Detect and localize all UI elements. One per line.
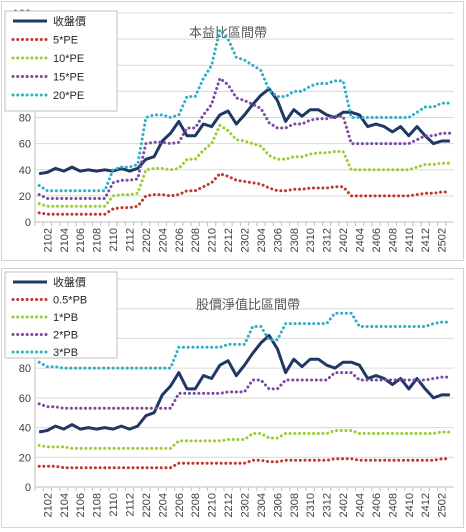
legend: 收盤價 5*PE 10*PE 15*PE 20*PE: [4, 10, 118, 112]
x-tick-label: 2402: [338, 493, 350, 517]
legend-label-0: 收盤價: [53, 275, 86, 289]
x-tick-label: 2404: [355, 228, 367, 252]
x-tick-label: 2208: [190, 493, 202, 517]
x-tick-label: 2310: [305, 228, 317, 252]
x-tick-label: 2304: [256, 228, 268, 252]
x-tick-label: 2106: [75, 493, 87, 517]
pb-band-chart: 0204060801001201402102210421062108211021…: [4, 271, 454, 517]
x-tick-label: 2206: [174, 228, 186, 252]
chart-title: 股價淨值比區間帶: [196, 297, 300, 312]
x-tick-label: 2110: [108, 493, 120, 517]
x-tick-label: 2402: [338, 228, 350, 252]
y-tick-label: 60: [19, 139, 31, 151]
series-line-2: [37, 429, 452, 450]
x-tick-label: 2212: [223, 228, 235, 252]
y-tick-label: 0: [25, 482, 31, 494]
y-tick-label: 0: [25, 217, 31, 229]
legend-label-3: 15*PE: [53, 72, 84, 84]
x-tick-label: 2102: [42, 228, 54, 252]
x-tick-label: 2406: [371, 493, 383, 517]
series-line-4: [37, 311, 452, 370]
x-tick-label: 2312: [322, 228, 334, 252]
x-tick-label: 2408: [387, 228, 399, 252]
series-line-0: [38, 334, 450, 434]
y-tick-label: 80: [19, 113, 31, 125]
x-tick-label: 2412: [420, 493, 432, 517]
legend-label-3: 2*PB: [53, 330, 78, 342]
legend-label-1: 5*PE: [53, 35, 78, 47]
y-tick-label: 40: [19, 423, 31, 435]
x-tick-label: 2302: [240, 228, 252, 252]
x-tick-label: 2408: [387, 493, 399, 517]
x-tick-label: 2104: [59, 228, 71, 252]
x-tick-label: 2202: [141, 493, 153, 517]
series-line-3: [37, 76, 452, 200]
x-tick-label: 2112: [124, 228, 136, 252]
x-tick-label: 2302: [240, 493, 252, 517]
y-tick-label: 20: [19, 191, 31, 203]
x-tick-label: 2308: [289, 493, 301, 517]
x-tick-label: 2208: [190, 228, 202, 252]
legend: 收盤價 0.5*PB 1*PB 2*PB 3*PB: [4, 271, 118, 359]
x-tick-label: 2104: [59, 493, 71, 517]
x-tick-label: 2308: [289, 228, 301, 252]
x-tick-label: 2410: [404, 228, 416, 252]
x-tick-label: 2404: [355, 493, 367, 517]
x-tick-label: 2412: [420, 228, 432, 252]
y-tick-label: 40: [19, 165, 31, 177]
x-tick-label: 2102: [42, 493, 54, 517]
legend-label-1: 0.5*PB: [53, 295, 87, 307]
x-tick-label: 2112: [124, 493, 136, 517]
x-tick-label: 2502: [437, 228, 449, 252]
series-line-3: [37, 371, 452, 410]
x-tick-label: 2312: [322, 493, 334, 517]
x-tick-label: 2306: [272, 493, 284, 517]
legend-label-4: 3*PB: [53, 347, 78, 359]
pb-band-chart-panel: 0204060801001201402102210421062108211021…: [1, 268, 464, 528]
x-tick-label: 2204: [157, 228, 169, 252]
pe-band-chart: 0204060801001201401602102210421062108211…: [4, 8, 454, 252]
series-line-0: [38, 87, 450, 176]
y-tick-label: 60: [19, 393, 31, 405]
series-line-1: [37, 457, 452, 470]
legend-label-4: 20*PE: [53, 90, 84, 102]
x-tick-label: 2106: [75, 228, 87, 252]
legend-label-2: 10*PE: [53, 53, 84, 65]
y-tick-label: 20: [19, 452, 31, 464]
pe-band-chart-panel: 0204060801001201401602102210421062108211…: [1, 1, 464, 261]
legend-box: [4, 271, 118, 359]
legend-label-2: 1*PB: [53, 312, 78, 324]
x-tick-label: 2310: [305, 493, 317, 517]
chart-title: 本益比區間帶: [189, 25, 267, 40]
x-tick-label: 2206: [174, 493, 186, 517]
x-tick-label: 2108: [92, 228, 104, 252]
x-tick-label: 2502: [437, 493, 449, 517]
x-tick-label: 2110: [108, 228, 120, 252]
x-tick-label: 2210: [207, 493, 219, 517]
x-tick-label: 2406: [371, 228, 383, 252]
series-line-4: [37, 28, 452, 193]
series-line-2: [37, 123, 452, 208]
x-tick-label: 2212: [223, 493, 235, 517]
legend-label-0: 收盤價: [53, 14, 86, 28]
x-tick-label: 2108: [92, 493, 104, 517]
x-tick-label: 2204: [157, 493, 169, 517]
series-line-1: [37, 172, 452, 216]
x-tick-label: 2202: [141, 228, 153, 252]
y-tick-label: 80: [19, 363, 31, 375]
x-tick-label: 2410: [404, 493, 416, 517]
x-tick-label: 2304: [256, 493, 268, 517]
x-tick-label: 2306: [272, 228, 284, 252]
x-tick-label: 2210: [207, 228, 219, 252]
